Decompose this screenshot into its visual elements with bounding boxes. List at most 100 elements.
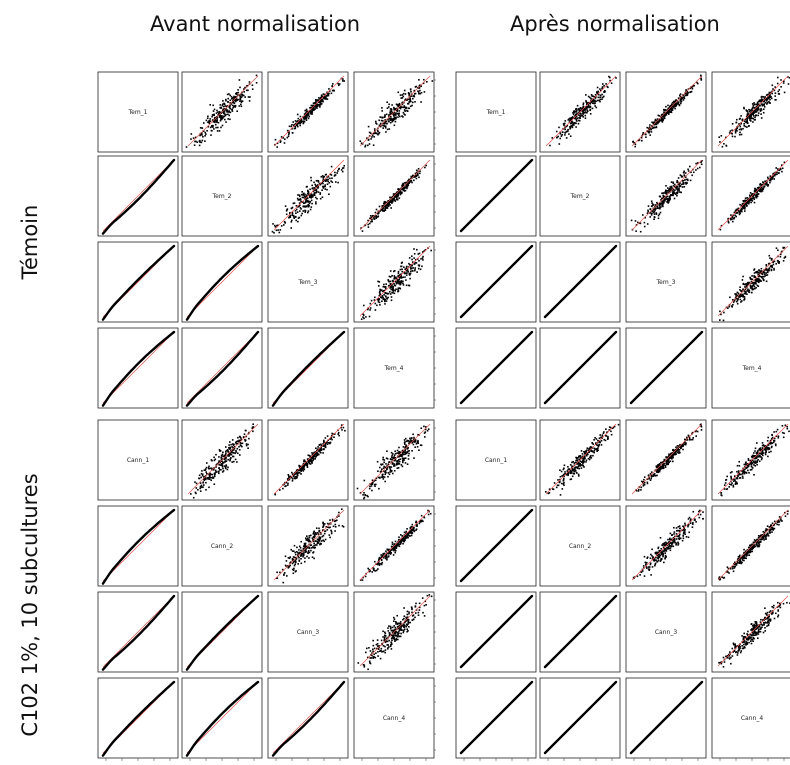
data-point xyxy=(667,112,670,114)
data-point xyxy=(391,626,394,629)
data-point xyxy=(374,479,377,482)
data-point xyxy=(577,122,580,125)
data-point xyxy=(746,201,749,203)
data-point xyxy=(328,534,331,536)
data-point xyxy=(569,125,572,128)
data-point xyxy=(222,111,224,113)
data-point xyxy=(419,520,421,523)
data-point xyxy=(771,178,773,180)
data-point xyxy=(769,102,771,104)
data-point xyxy=(302,205,305,208)
data-point xyxy=(590,99,592,102)
data-point xyxy=(322,100,324,103)
data-point xyxy=(575,119,578,122)
data-point xyxy=(291,478,294,480)
data-point xyxy=(409,100,411,103)
data-point xyxy=(413,176,416,178)
data-point xyxy=(389,280,392,283)
data-point xyxy=(643,225,646,228)
data-point xyxy=(394,120,397,123)
data-point xyxy=(651,212,653,215)
data-point xyxy=(693,171,695,174)
data-point xyxy=(575,109,578,112)
data-point xyxy=(389,471,391,473)
data-point xyxy=(278,231,281,234)
data-point xyxy=(392,118,395,121)
data-point xyxy=(219,460,221,462)
data-point xyxy=(378,291,381,294)
data-point xyxy=(322,187,325,189)
data-point xyxy=(385,463,387,465)
data-point xyxy=(653,126,655,129)
data-point xyxy=(744,197,747,199)
data-point xyxy=(570,121,573,123)
qq-line xyxy=(185,244,260,321)
data-point xyxy=(384,645,386,648)
data-point xyxy=(234,104,237,107)
data-point xyxy=(338,83,341,85)
data-point xyxy=(679,182,681,184)
data-point xyxy=(311,547,313,549)
data-point xyxy=(242,436,245,438)
data-point xyxy=(378,562,380,565)
data-point xyxy=(758,269,760,271)
data-point xyxy=(307,454,310,457)
data-point xyxy=(316,184,319,186)
data-point xyxy=(237,89,239,91)
data-point xyxy=(306,462,309,465)
data-point xyxy=(308,196,311,199)
data-point xyxy=(420,427,423,429)
data-point xyxy=(367,125,370,128)
data-point xyxy=(294,553,297,556)
data-point xyxy=(667,200,669,202)
data-point xyxy=(388,625,390,627)
data-point xyxy=(382,458,384,461)
data-point xyxy=(340,169,343,171)
data-point xyxy=(408,450,410,452)
data-point xyxy=(389,276,392,278)
data-point xyxy=(238,79,241,81)
data-point xyxy=(384,303,386,305)
data-point xyxy=(672,107,674,109)
data-point xyxy=(373,299,376,301)
data-point xyxy=(202,136,204,138)
data-point xyxy=(385,554,388,557)
data-point xyxy=(384,120,386,123)
data-point xyxy=(730,214,732,216)
data-point xyxy=(422,520,424,523)
data-point xyxy=(670,106,672,109)
data-point xyxy=(387,202,389,205)
data-point xyxy=(298,216,301,219)
data-point xyxy=(760,276,762,278)
data-point xyxy=(397,287,400,289)
data-point xyxy=(343,165,345,167)
data-point xyxy=(403,453,405,456)
data-point xyxy=(400,280,403,282)
data-point xyxy=(225,456,227,459)
data-point xyxy=(228,93,230,95)
data-point xyxy=(245,443,248,445)
data-point xyxy=(324,443,326,446)
data-point xyxy=(307,201,310,203)
data-point xyxy=(392,630,394,632)
data-point xyxy=(312,190,315,192)
data-point xyxy=(394,628,396,631)
reference-line xyxy=(359,423,431,495)
data-point xyxy=(412,529,415,531)
data-point xyxy=(757,114,759,117)
data-point xyxy=(236,461,238,463)
data-point xyxy=(223,111,226,113)
data-point xyxy=(359,140,362,142)
data-point xyxy=(413,269,416,272)
data-point xyxy=(410,91,412,93)
data-point xyxy=(225,108,227,110)
data-point xyxy=(387,552,390,554)
data-point xyxy=(302,201,304,203)
data-point xyxy=(596,99,599,102)
data-point xyxy=(755,279,757,282)
data-point xyxy=(295,560,297,563)
data-point xyxy=(569,135,572,137)
data-point xyxy=(671,194,674,196)
data-point xyxy=(783,246,786,249)
